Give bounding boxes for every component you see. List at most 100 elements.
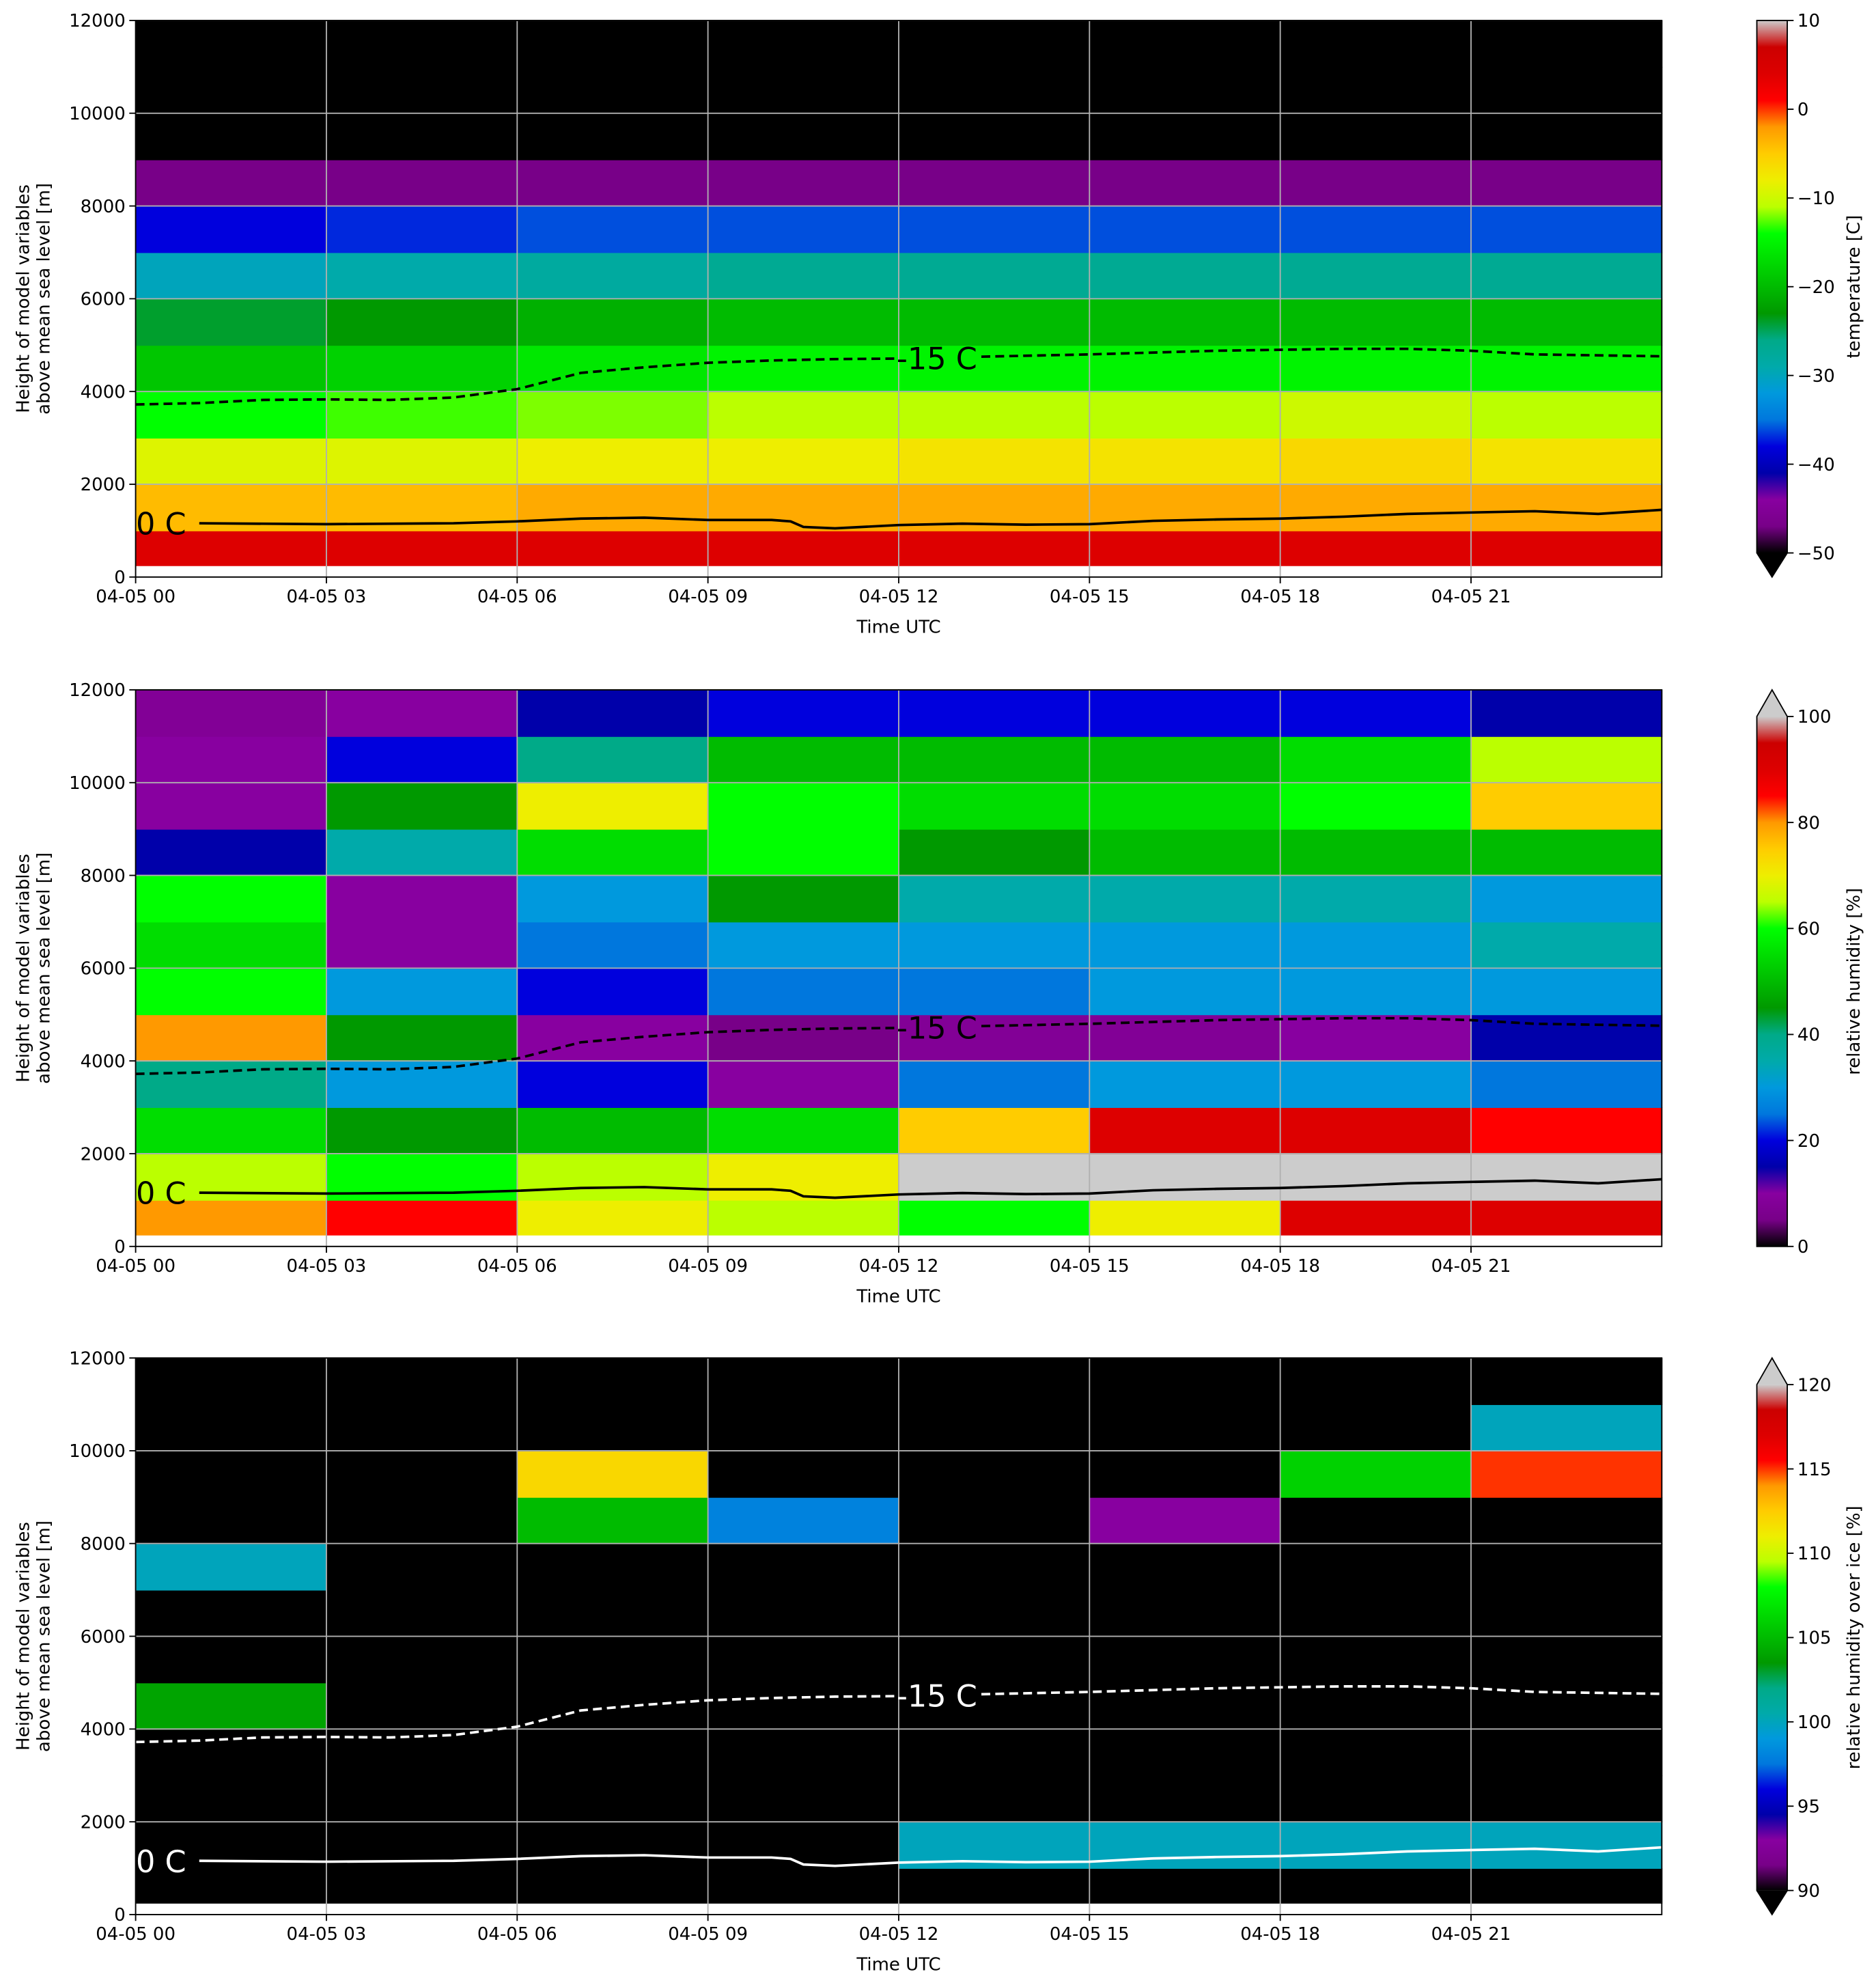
heatmap-cell <box>326 921 518 969</box>
heatmap-cell <box>708 1543 899 1591</box>
colorbar-tick-label: 110 <box>1797 1544 1832 1564</box>
heatmap-cell <box>898 206 1091 253</box>
heatmap-cell <box>517 1868 709 1904</box>
heatmap-cell <box>1280 1775 1472 1823</box>
heatmap-cell <box>517 1061 709 1109</box>
y-tick-label: 4000 <box>81 1720 126 1740</box>
heatmap-cell <box>898 829 1091 876</box>
heatmap-cell <box>517 113 709 161</box>
y-tick-label: 0 <box>114 568 126 588</box>
heatmap-cell <box>708 1868 899 1904</box>
colorbar-label: relative humidity over ice [%] <box>1844 1505 1864 1769</box>
y-tick-label: 4000 <box>81 1051 126 1072</box>
contour-line <box>135 1016 1662 1076</box>
x-tick-label: 04-05 09 <box>668 1924 748 1945</box>
y-tick-label: 12000 <box>69 680 126 701</box>
heatmap-cell <box>1470 66 1663 114</box>
heatmap-cell <box>898 736 1091 783</box>
heatmap-cell <box>1280 921 1472 969</box>
heatmap-cell <box>135 252 327 300</box>
x-tick-label: 04-05 21 <box>1431 1256 1511 1277</box>
heatmap-cell <box>1089 875 1281 923</box>
heatmap-cell <box>135 1358 327 1405</box>
heatmap-cell <box>1089 1729 1281 1777</box>
heatmap-cell <box>1089 1061 1281 1109</box>
x-tick-label: 04-05 09 <box>668 587 748 607</box>
heatmap-cell <box>1280 1682 1472 1730</box>
contour-line <box>135 347 1662 406</box>
heatmap-cell <box>135 113 327 161</box>
heatmap-cell <box>517 484 709 531</box>
heatmap-cell <box>898 1636 1091 1684</box>
heatmap-cell <box>326 1543 518 1591</box>
heatmap-cell <box>1089 782 1281 830</box>
heatmap-cell <box>1089 1589 1281 1637</box>
heatmap-cell <box>326 1358 518 1405</box>
x-axis-label: Time UTC <box>856 1286 940 1307</box>
y-axis-label: above mean sea level [m] <box>33 183 54 415</box>
heatmap-cell <box>708 298 899 346</box>
heatmap-cell <box>517 782 709 830</box>
heatmap-cell <box>326 1014 518 1062</box>
heatmap-cell <box>1280 1822 1472 1869</box>
heatmap-cell <box>1280 875 1472 923</box>
heatmap-cell <box>1089 1868 1281 1904</box>
x-tick-label: 04-05 18 <box>1240 1924 1320 1945</box>
colorbar <box>1756 716 1788 1247</box>
heatmap-cell <box>708 20 899 68</box>
heatmap-cell <box>1470 1636 1663 1684</box>
heatmap-cell <box>135 1868 327 1904</box>
x-tick-label: 04-05 12 <box>859 1924 939 1945</box>
heatmap-cell <box>708 252 899 300</box>
heatmap-cell <box>708 1682 899 1730</box>
heatmap-cell <box>135 968 327 1016</box>
heatmap-cell <box>517 252 709 300</box>
heatmap-cell <box>898 113 1091 161</box>
colorbar-tick-label: −50 <box>1797 544 1835 564</box>
heatmap-cell <box>135 159 327 207</box>
heatmap-cell <box>898 530 1091 566</box>
heatmap-cell <box>135 66 327 114</box>
heatmap-cell <box>326 530 518 566</box>
heatmap-cell <box>708 921 899 969</box>
colorbar-extend <box>1756 689 1788 717</box>
y-tick-label: 0 <box>114 1237 126 1257</box>
heatmap-cell <box>517 20 709 68</box>
heatmap-cell <box>1089 921 1281 969</box>
heatmap-cell <box>1089 66 1281 114</box>
colorbar-tick-label: −30 <box>1797 366 1835 387</box>
x-tick-label: 04-05 21 <box>1431 1924 1511 1945</box>
contour-line <box>135 1684 1662 1744</box>
heatmap-cell <box>1470 530 1663 566</box>
heatmap-cell <box>1280 113 1472 161</box>
heatmap-cell <box>708 875 899 923</box>
x-tick-label: 04-05 18 <box>1240 587 1320 607</box>
heatmap-cell <box>1089 530 1281 566</box>
heatmap-cell <box>1089 206 1281 253</box>
heatmap-cell <box>1089 252 1281 300</box>
heatmap-cell <box>898 1775 1091 1823</box>
heatmap-cell <box>898 252 1091 300</box>
heatmap-cell <box>1280 782 1472 830</box>
heatmap-cell <box>898 875 1091 923</box>
heatmap-cell <box>1280 1589 1472 1637</box>
heatmap-cell <box>135 1729 327 1777</box>
heatmap-cell <box>326 1107 518 1154</box>
heatmap-cell <box>326 829 518 876</box>
heatmap-cell <box>898 20 1091 68</box>
heatmap-cell <box>708 1589 899 1637</box>
heatmap-cell <box>135 689 327 737</box>
heatmap-cell <box>898 782 1091 830</box>
heatmap-cell <box>708 159 899 207</box>
heatmap-cell <box>326 1497 518 1544</box>
heatmap-cell <box>1280 1450 1472 1498</box>
heatmap-cell <box>135 298 327 346</box>
y-tick-label: 8000 <box>81 866 126 887</box>
colorbar-label: temperature [C] <box>1844 215 1864 359</box>
heatmap-cell <box>708 1199 899 1236</box>
y-tick-label: 12000 <box>69 11 126 31</box>
heatmap-cell <box>708 1729 899 1777</box>
heatmap-cell <box>135 1497 327 1544</box>
colorbar-tick-label: 95 <box>1797 1797 1820 1818</box>
heatmap-cell <box>326 1682 518 1730</box>
